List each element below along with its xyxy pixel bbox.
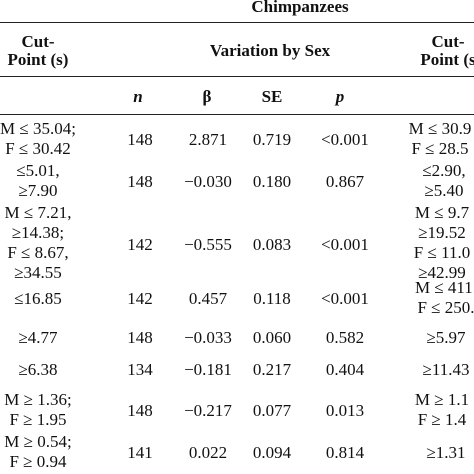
n-cell: 148 — [127, 328, 153, 347]
se-cell: 0.118 — [253, 289, 291, 308]
cut-point-cell: M ≥ 0.54; F ≥ 0.94 — [4, 432, 72, 471]
se-cell: 0.094 — [252, 443, 292, 462]
n-cell: 148 — [127, 401, 153, 420]
cut-point-right-cell: M ≤ 30.9 F ≤ 28.5 — [408, 119, 472, 158]
n-cell: 142 — [127, 235, 153, 254]
cut-point-right-cell: M ≤ 9.7 ≥19.52 F ≤ 11.0 ≥42.99 — [413, 203, 471, 282]
se-cell: 0.719 — [252, 130, 292, 149]
cut-point-cell: M ≤ 7.21, ≥14.38; F ≤ 8.67, ≥34.55 — [4, 203, 72, 282]
variation-by-sex-header: Variation by Sex — [209, 41, 331, 60]
column-n-header: n — [133, 87, 143, 106]
p-cell: 0.582 — [325, 328, 365, 347]
se-cell: 0.077 — [252, 401, 292, 420]
se-cell: 0.083 — [252, 235, 292, 254]
p-cell: 0.404 — [325, 360, 365, 379]
header-mid-rule — [0, 76, 474, 77]
p-cell: 0.814 — [325, 443, 365, 462]
group-title: Chimpanzees — [251, 0, 349, 16]
beta-cell: −0.217 — [184, 401, 232, 420]
cut-point-header-line2: Point (s) — [7, 50, 69, 69]
column-p-header: p — [335, 87, 345, 106]
cut-point-cell: ≤16.85 — [14, 289, 62, 308]
cut-point-right-cell: ≥5.97 — [426, 328, 466, 347]
cut-point-cell: ≥6.38 — [18, 360, 58, 379]
beta-cell: −0.033 — [184, 328, 232, 347]
beta-cell: −0.030 — [184, 172, 232, 191]
cut-point-cell: M ≥ 1.36; F ≥ 1.95 — [4, 390, 72, 429]
top-rule — [0, 22, 474, 23]
cut-point-header-line1: Cut- — [21, 32, 55, 51]
cut-point-right-cell: ≥11.43 — [422, 360, 470, 379]
beta-cell: −0.555 — [184, 235, 232, 254]
se-cell: 0.217 — [252, 360, 292, 379]
beta-cell: −0.181 — [184, 360, 232, 379]
n-cell: 142 — [127, 289, 153, 308]
cut-point-cell: ≤5.01, ≥7.90 — [16, 161, 60, 200]
cut-point-right-header-line2: Point (s — [420, 50, 474, 69]
beta-cell: 0.457 — [188, 289, 228, 308]
column-se-header: SE — [261, 87, 283, 106]
cut-point-right-cell: M ≥ 1.1 F ≥ 1.4 — [414, 390, 470, 429]
p-cell: <0.001 — [321, 235, 369, 254]
cut-point-cell: ≥4.77 — [18, 328, 58, 347]
column-beta-header: β — [202, 87, 212, 106]
beta-cell: 2.871 — [188, 130, 228, 149]
n-cell: 148 — [127, 172, 153, 191]
p-cell: <0.001 — [321, 289, 369, 308]
cut-point-right-header-line1: Cut- — [431, 32, 465, 51]
beta-cell: 0.022 — [188, 443, 228, 462]
cut-point-right-cell: ≥1.31 — [426, 443, 466, 462]
n-cell: 134 — [127, 360, 153, 379]
n-cell: 141 — [127, 443, 153, 462]
p-cell: 0.013 — [325, 401, 365, 420]
p-cell: <0.001 — [321, 130, 369, 149]
se-cell: 0.060 — [252, 328, 292, 347]
n-cell: 148 — [127, 130, 153, 149]
cut-point-cell: M ≤ 35.04; F ≤ 30.42 — [0, 119, 76, 158]
cut-point-right-cell: ≤2.90, ≥5.40 — [422, 161, 466, 200]
cut-point-right-cell: M ≤ 411. F ≤ 250. — [414, 278, 474, 317]
header-bottom-rule — [0, 114, 474, 115]
se-cell: 0.180 — [252, 172, 292, 191]
p-cell: 0.867 — [325, 172, 365, 191]
